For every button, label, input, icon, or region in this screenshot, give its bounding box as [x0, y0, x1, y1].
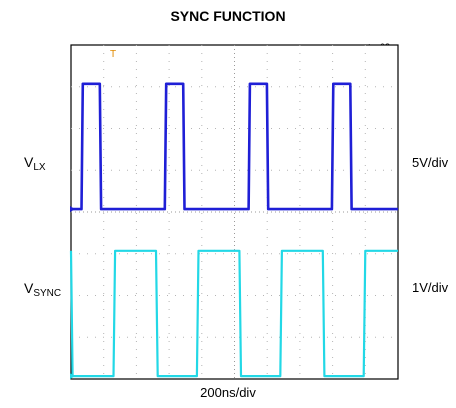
time-scale-label: 200ns/div	[200, 385, 256, 400]
plot-frame	[70, 44, 399, 380]
series-scale-vsync: 1V/div	[412, 280, 449, 295]
ground-marker-vlx	[70, 206, 75, 213]
trace-vlx	[71, 82, 398, 211]
trigger-marker: T	[110, 49, 116, 60]
ground-marker-vsync	[70, 373, 75, 380]
series-scale-vlx: 5V/div	[412, 155, 449, 170]
trace-vsync	[69, 249, 398, 378]
series-label-vsync: VSYNC	[24, 280, 62, 299]
chart-title: SYNC FUNCTION	[170, 8, 286, 24]
series-label-vlx: VLX	[24, 154, 46, 173]
